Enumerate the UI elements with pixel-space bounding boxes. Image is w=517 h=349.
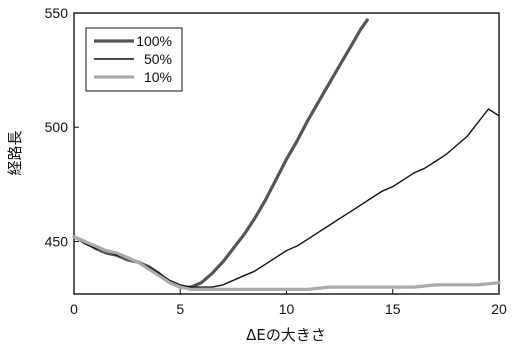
axis-ticks: 0 5 10 15 20 450 500 550 — [45, 5, 507, 317]
legend: 100% 50% 10% — [85, 27, 183, 92]
y-axis-label: 経路長 — [6, 130, 24, 175]
x-axis-label: ΔEの大きさ — [246, 326, 326, 344]
y-tick-label: 550 — [45, 5, 69, 21]
x-tick-label: 0 — [70, 301, 78, 317]
x-tick-label: 20 — [491, 301, 507, 317]
y-tick-label: 450 — [45, 233, 69, 249]
x-tick-label: 10 — [279, 301, 295, 317]
legend-label-100: 100% — [136, 33, 172, 49]
series-layer — [72, 18, 501, 291]
x-tick-label: 15 — [385, 301, 401, 317]
series-line-100pct — [72, 18, 369, 289]
legend-label-50: 50% — [144, 51, 172, 67]
x-tick-label: 5 — [176, 301, 184, 317]
y-tick-label: 500 — [45, 119, 69, 135]
legend-label-10: 10% — [144, 69, 172, 85]
series-line-10pct — [72, 235, 501, 291]
